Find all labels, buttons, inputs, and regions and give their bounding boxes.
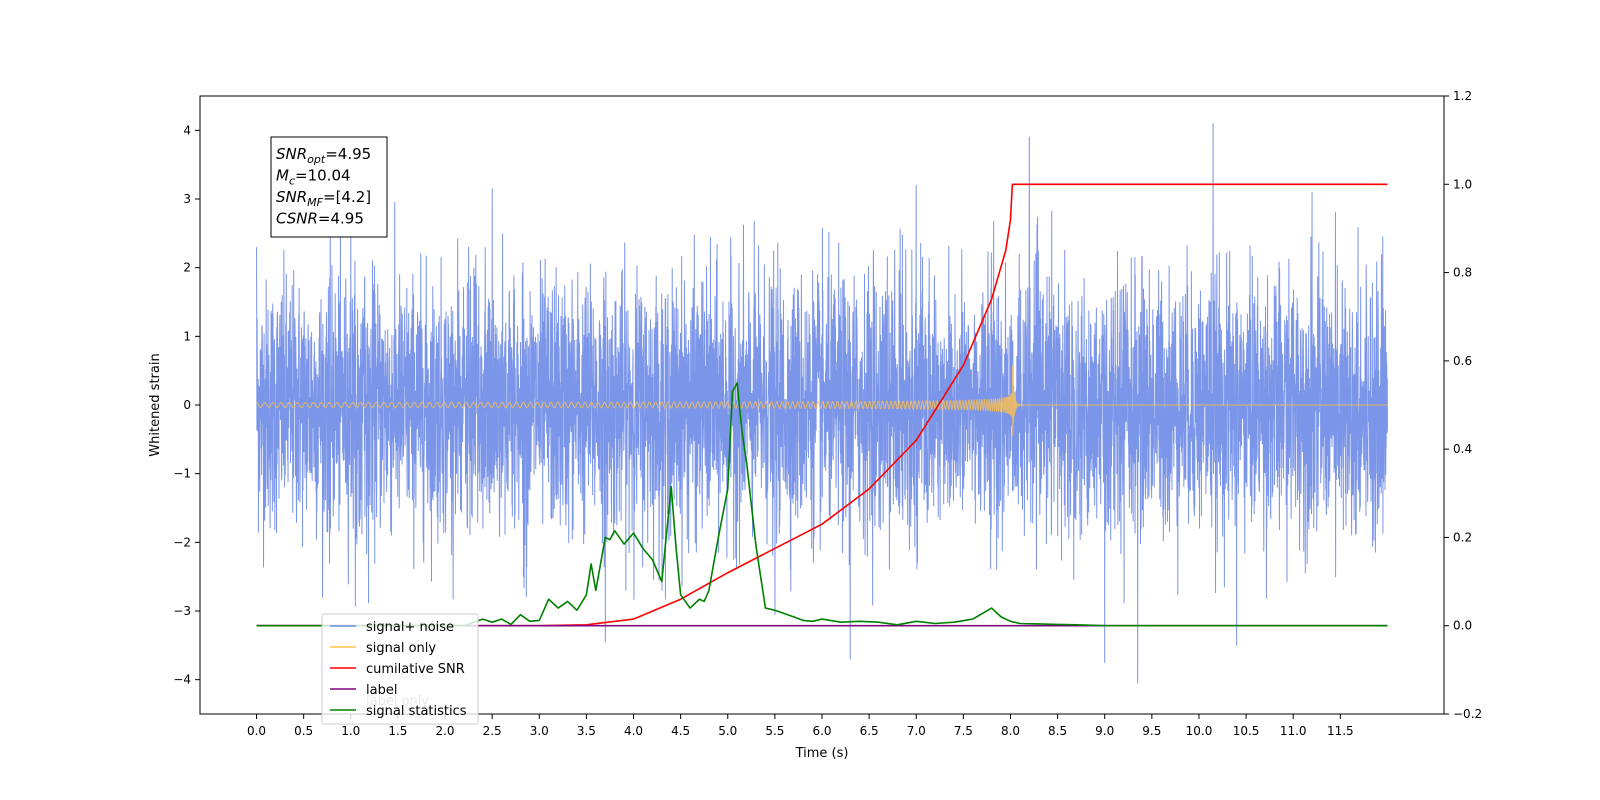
series-line-1: [256, 365, 1388, 436]
x-tick-label: 1.0: [341, 724, 360, 738]
series-line-2: [256, 183, 1388, 627]
x-tick-label: 2.5: [483, 724, 502, 738]
x-tick-label: 5.5: [765, 724, 784, 738]
x-tick-label: 9.5: [1142, 724, 1161, 738]
legend: signal+ noise signal only cumilative SNR la…: [321, 613, 479, 725]
legend-label: signal statistics: [366, 704, 467, 719]
annotation-symbol: SNR: [276, 188, 307, 206]
y-tick-label: −2: [173, 535, 191, 549]
x-tick-label: 7.0: [907, 724, 926, 738]
y-tick-label: 3: [183, 192, 191, 206]
y-tick-label: 1: [183, 329, 191, 343]
annotation-value: =10.04: [295, 167, 351, 185]
x-tick-label: 8.5: [1048, 724, 1067, 738]
annotation-line: CSNR=4.95: [276, 210, 364, 228]
x-tick-label: 10.0: [1186, 724, 1213, 738]
x-tick-label: 8.0: [1001, 724, 1020, 738]
y-right-tick-label: 1.0: [1453, 177, 1472, 191]
y-right-tick-label: 0.2: [1453, 530, 1472, 544]
annotation-line: Mc=10.04: [276, 167, 351, 188]
series-line-4: [256, 382, 1388, 627]
x-tick-label: 11.0: [1280, 724, 1307, 738]
y-right-tick-label: 0.4: [1453, 442, 1472, 456]
x-tick-label: 3.5: [577, 724, 596, 738]
x-tick-label: 4.5: [671, 724, 690, 738]
annotation-symbol: CSNR: [276, 210, 318, 228]
y-axis-label: Whitened strain: [148, 353, 163, 456]
y-right-tick-label: 0.6: [1453, 354, 1472, 368]
x-tick-label: 0.0: [247, 724, 266, 738]
annotation-line: SNRMF=[4.2]: [276, 188, 371, 209]
annotation-box-frame: [270, 136, 388, 238]
annotation-value: =[4.2]: [323, 188, 371, 206]
y-axis-right: −0.2 0.0 0.2 0.4 0.6 0.8 1.0 1.2: [1444, 89, 1482, 721]
legend-label: cumilative SNR: [366, 662, 465, 677]
y-tick-label: −3: [173, 604, 191, 618]
x-axis-label: Time (s): [795, 746, 849, 761]
y-tick-label: −1: [173, 467, 191, 481]
x-tick-label: 6.5: [860, 724, 879, 738]
annotation-line: SNRopt=4.95: [276, 145, 371, 166]
x-tick-label: 3.0: [530, 724, 549, 738]
series-line-0: [256, 122, 1388, 684]
y-tick-label: −4: [173, 673, 191, 687]
legend-label: label: [366, 683, 397, 698]
legend-label: signal only: [366, 641, 436, 656]
y-tick-label: 2: [183, 261, 191, 275]
y-right-tick-label: 0.8: [1453, 266, 1472, 280]
y-tick-label: 0: [183, 398, 191, 412]
y-tick-label: 4: [183, 123, 191, 137]
x-tick-label: 6.0: [812, 724, 831, 738]
x-tick-label: 2.0: [435, 724, 454, 738]
series-layer: [256, 122, 1388, 684]
annotation-subscript: c: [289, 175, 295, 188]
legend-label: label only: [366, 694, 429, 709]
x-tick-label: 1.5: [388, 724, 407, 738]
legend-label: signal+ noise: [366, 620, 454, 635]
legend-frame: [321, 613, 479, 725]
x-tick-label: 0.5: [294, 724, 313, 738]
y-axis-left: −4 −3 −2 −1 0 1 2 3 4: [173, 123, 200, 687]
y-right-tick-label: 0.0: [1453, 619, 1472, 633]
annotation-subscript: opt: [307, 153, 326, 166]
annotation-symbol: M: [276, 167, 289, 185]
annotation-value: =4.95: [318, 210, 364, 228]
x-tick-label: 10.5: [1233, 724, 1260, 738]
x-tick-label: 9.0: [1095, 724, 1114, 738]
x-axis: 0.0 0.5 1.0 1.5 2.0 2.5 3.0 3.5 4.0 4.5 5.0 5.5 6.0 6…: [247, 714, 1354, 738]
annotation-symbol: SNR: [276, 145, 307, 163]
x-tick-label: 4.0: [624, 724, 643, 738]
x-tick-label: 5.0: [718, 724, 737, 738]
annotation-value: =4.95: [325, 145, 371, 163]
x-tick-label: 7.5: [954, 724, 973, 738]
annotation-subscript: MF: [307, 196, 323, 209]
y-right-tick-label: 1.2: [1453, 89, 1472, 103]
x-tick-label: 11.5: [1327, 724, 1354, 738]
y-right-tick-label: −0.2: [1453, 707, 1482, 721]
